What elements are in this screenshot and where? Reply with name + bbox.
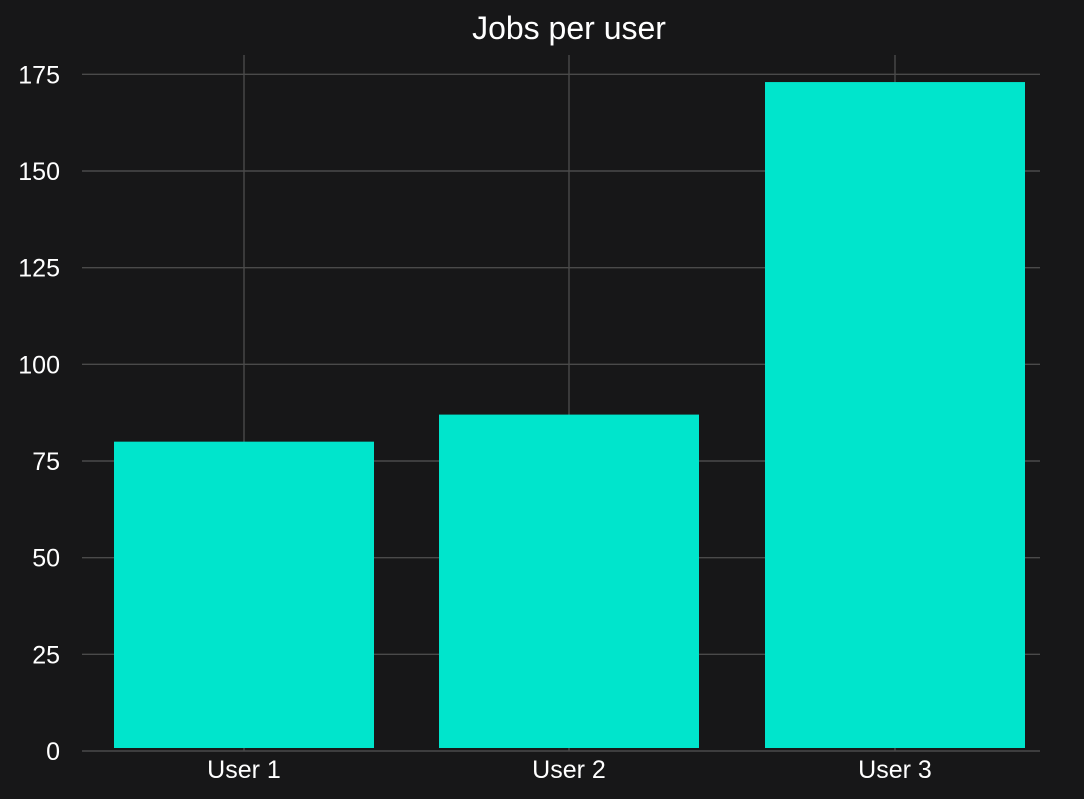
x-tick-label: User 3 (858, 756, 932, 784)
y-tick-label: 50 (32, 545, 60, 573)
x-tick-label: User 1 (207, 756, 281, 784)
y-tick-label: 125 (18, 255, 60, 283)
bar-user-2 (439, 414, 699, 748)
y-axis-ticks: 0 25 50 75 100 125 150 175 (18, 61, 60, 766)
x-tick-label: User 2 (532, 756, 606, 784)
y-tick-label: 100 (18, 351, 60, 379)
y-tick-label: 0 (46, 738, 60, 766)
chart-title: Jobs per user (472, 10, 666, 46)
y-tick-label: 75 (32, 448, 60, 476)
x-axis-ticks: User 1 User 2 User 3 (207, 756, 932, 784)
bar-user-1 (114, 441, 374, 748)
y-tick-label: 175 (18, 61, 60, 89)
bar-user-3 (765, 82, 1025, 749)
y-tick-label: 150 (18, 158, 60, 186)
y-tick-label: 25 (32, 641, 60, 669)
bars-layer (114, 82, 1025, 749)
